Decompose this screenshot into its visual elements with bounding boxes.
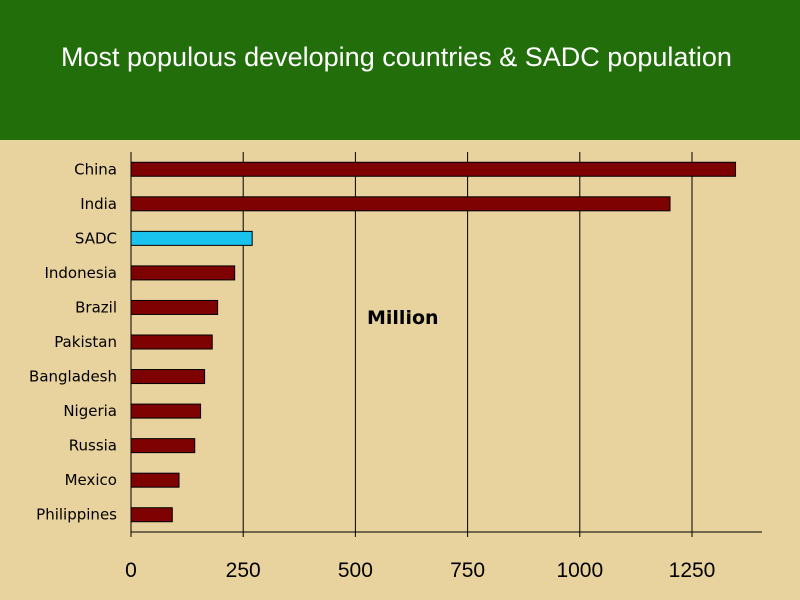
tick-label-750: 750 (450, 559, 485, 582)
tick-label-1250: 1250 (669, 559, 716, 582)
slide-title: Most populous developing countries & SAD… (61, 42, 732, 72)
category-label-indonesia: Indonesia (44, 264, 117, 282)
category-label-india: India (80, 195, 117, 213)
bar-sadc (130, 230, 253, 246)
bar-brazil (130, 299, 219, 315)
category-label-bangladesh: Bangladesh (29, 368, 117, 386)
bar-china (130, 161, 737, 177)
category-label-pakistan: Pakistan (54, 333, 117, 351)
bar-russia (130, 438, 196, 454)
bar-india (130, 196, 671, 212)
bar-pakistan (130, 334, 213, 350)
tick-label-250: 250 (226, 559, 261, 582)
population-bar-chart: China India SADC Indonesia Brazil Pakistan Ban… (29, 152, 762, 582)
category-label-mexico: Mexico (65, 471, 117, 489)
chart-gridlines (242, 152, 693, 532)
category-label-russia: Russia (69, 437, 117, 455)
category-labels: China India SADC Indonesia Brazil Pakistan Ban… (29, 160, 117, 523)
tick-label-0: 0 (125, 559, 137, 582)
title-banner (0, 0, 800, 140)
category-label-brazil: Brazil (75, 298, 117, 316)
bar-bangladesh (130, 369, 206, 385)
chart-bars (130, 161, 737, 523)
category-label-sadc: SADC (75, 229, 117, 247)
category-label-nigeria: Nigeria (63, 402, 117, 420)
x-axis-ticks: 0 250 500 750 1000 1250 (125, 532, 715, 582)
tick-label-500: 500 (338, 559, 373, 582)
unit-annotation: Million (367, 307, 439, 329)
bar-philippines (130, 507, 173, 523)
bar-mexico (130, 472, 180, 488)
category-label-china: China (74, 160, 117, 178)
bar-indonesia (130, 265, 236, 281)
bar-nigeria (130, 403, 202, 419)
tick-label-1000: 1000 (556, 559, 603, 582)
category-label-philippines: Philippines (36, 506, 117, 524)
